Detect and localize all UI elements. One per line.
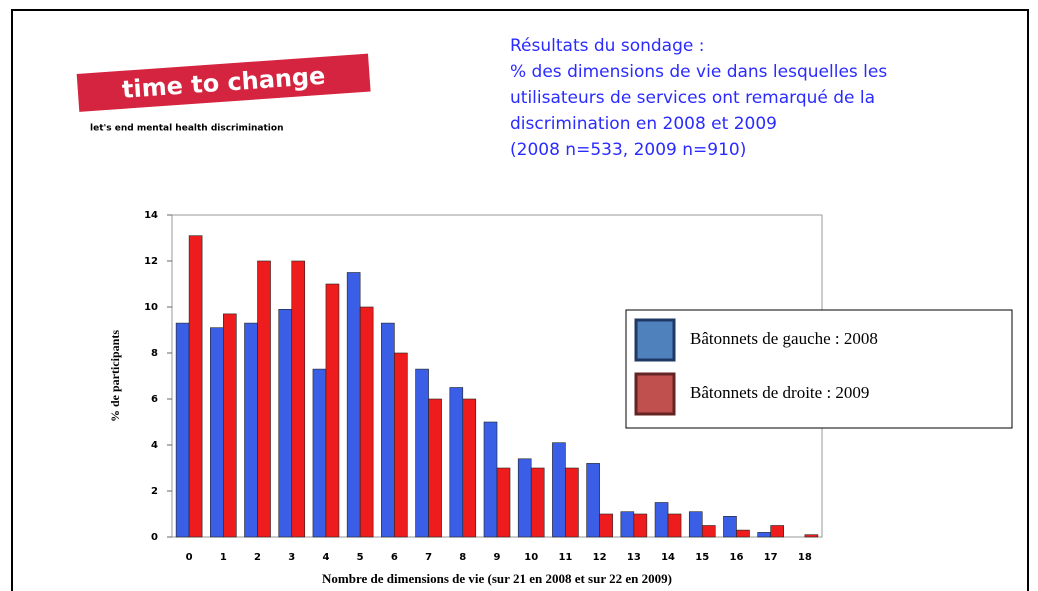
bar: [428, 398, 442, 538]
legend-swatch: [634, 318, 676, 362]
logo-box: [76, 53, 371, 112]
bar: [586, 463, 600, 538]
x-tick-label: 16: [730, 552, 744, 563]
legend-box: [625, 309, 1013, 429]
x-tick-label: 2: [254, 552, 261, 563]
x-tick-label: 11: [558, 552, 572, 563]
bar: [723, 515, 737, 538]
bar: [381, 322, 395, 538]
bar: [654, 502, 669, 538]
bar: [462, 398, 477, 538]
bar: [599, 513, 613, 538]
bar: [394, 352, 408, 538]
y-tick-label: 10: [144, 302, 158, 313]
x-tick-label: 0: [186, 552, 193, 563]
legend: Bâtonnets de gauche : 2008 Bâtonnets de d…: [625, 309, 1013, 429]
bar: [633, 513, 648, 538]
bar: [188, 235, 203, 538]
bar: [312, 368, 327, 538]
bar: [496, 467, 511, 538]
title-line: Résultats du sondage :: [510, 36, 704, 56]
y-axis-title: % de participants: [108, 330, 122, 422]
x-tick-label: 14: [661, 552, 675, 563]
y-tick-label: 0: [151, 532, 158, 543]
bar: [449, 387, 464, 538]
title-line: (2008 n=533, 2009 n=910): [510, 140, 746, 160]
x-tick-label: 10: [524, 552, 538, 563]
bar: [325, 283, 340, 538]
x-tick-label: 1: [220, 552, 227, 563]
bar: [804, 534, 819, 538]
x-tick-label: 18: [798, 552, 812, 563]
x-tick-label: 6: [391, 552, 398, 563]
bar: [530, 467, 545, 538]
legend-swatch: [634, 372, 676, 416]
legend-label: Bâtonnets de droite : 2009: [690, 383, 869, 402]
bar: [291, 260, 306, 538]
x-tick-label: 12: [593, 552, 607, 563]
title-line: utilisateurs de services ont remarqué de…: [510, 88, 875, 108]
x-tick-label: 3: [288, 552, 295, 563]
bar: [223, 313, 237, 538]
bar: [770, 525, 784, 538]
x-axis-title: Nombre de dimensions de vie (sur 21 en 2…: [322, 571, 672, 586]
bar: [210, 327, 224, 538]
title-line: discrimination en 2008 et 2009: [510, 114, 777, 134]
bar: [175, 322, 190, 538]
y-tick-label: 12: [144, 256, 158, 267]
y-tick-label: 4: [151, 440, 158, 451]
bar: [278, 308, 293, 538]
bar: [346, 272, 361, 538]
x-tick-label: 9: [494, 552, 501, 563]
bar: [620, 511, 635, 538]
title-line: % des dimensions de vie dans lesquelles …: [510, 62, 887, 82]
legend-label: Bâtonnets de gauche : 2008: [690, 329, 878, 348]
bar: [736, 529, 750, 538]
logo-tagline: let's end mental health discrimination: [90, 124, 283, 134]
chart-title: Résultats du sondage : % des dimensions d…: [510, 36, 887, 160]
bar: [415, 368, 429, 538]
bar: [552, 442, 566, 538]
bar: [667, 513, 682, 538]
y-tick-label: 14: [144, 210, 158, 221]
bar: [359, 306, 374, 538]
y-tick-label: 6: [151, 394, 158, 405]
bar: [565, 467, 579, 538]
y-tick-label: 2: [151, 486, 158, 497]
bar: [244, 322, 258, 538]
bar: [688, 511, 703, 538]
x-tick-label: 7: [425, 552, 432, 563]
bar: [517, 458, 532, 538]
bar: [701, 525, 716, 538]
x-tick-label: 4: [322, 552, 329, 563]
bar: [257, 260, 271, 538]
x-tick-label: 17: [764, 552, 778, 563]
x-tick-label: 13: [627, 552, 641, 563]
y-tick-label: 8: [151, 348, 158, 359]
bar: [757, 532, 771, 538]
bar: [483, 421, 498, 538]
x-tick-label: 5: [357, 552, 364, 563]
x-tick-label: 8: [459, 552, 466, 563]
logo: time to change: [76, 53, 371, 112]
x-tick-label: 15: [695, 552, 709, 563]
